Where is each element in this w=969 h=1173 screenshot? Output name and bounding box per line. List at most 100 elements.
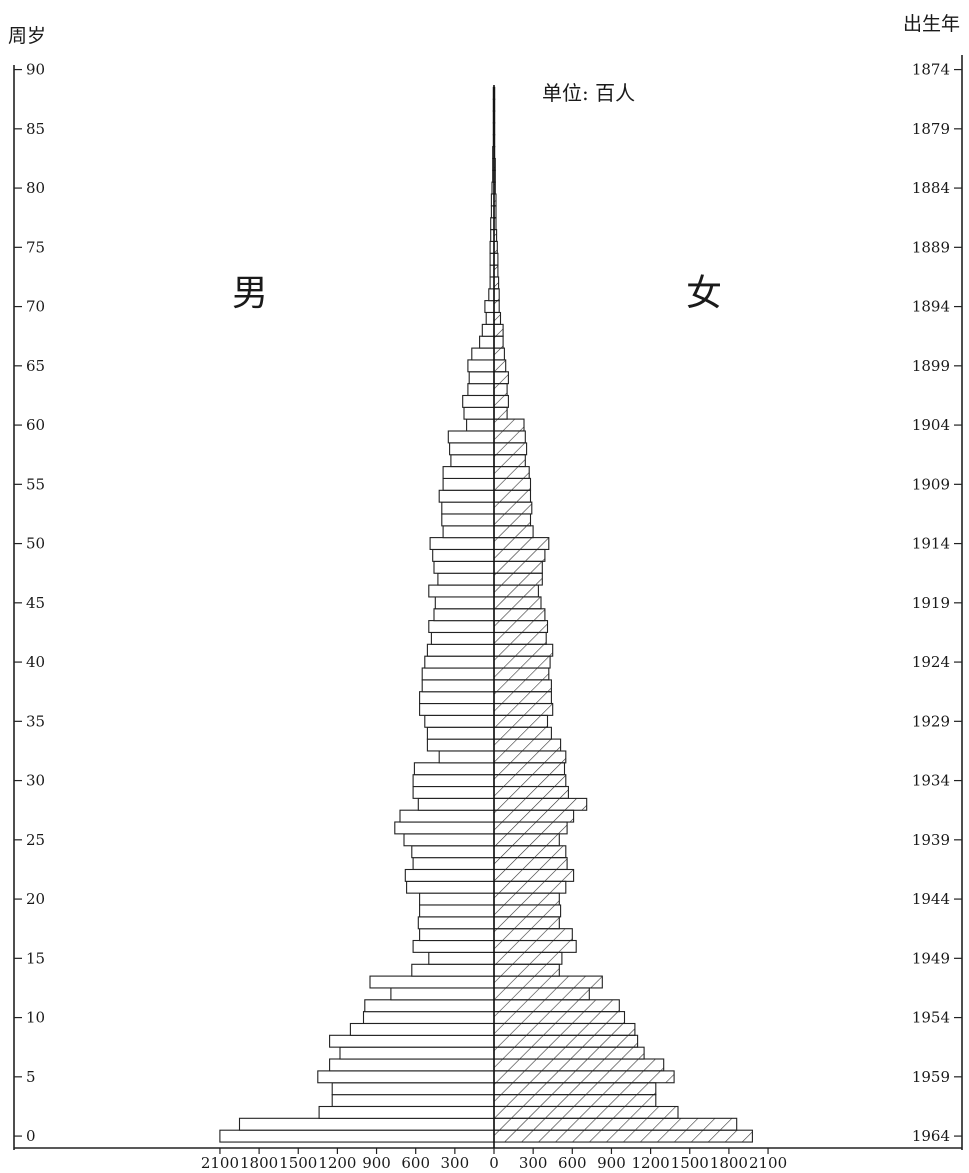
x-tick-label: 1800 xyxy=(710,1154,748,1172)
bar-male-age-64 xyxy=(468,371,495,385)
bar-male-age-44 xyxy=(433,608,495,622)
bar-male-age-52 xyxy=(441,513,495,527)
year-tick-label: 1874 xyxy=(912,61,950,79)
age-tick-label: 90 xyxy=(26,61,45,79)
year-tick-label: 1889 xyxy=(912,238,950,256)
bar-female-age-23 xyxy=(493,857,568,870)
age-tick-label: 30 xyxy=(26,772,45,790)
bar-male-age-43 xyxy=(428,620,495,633)
bar-female-age-7 xyxy=(493,1046,645,1060)
x-tick-label: 600 xyxy=(558,1154,587,1172)
bar-female-age-40 xyxy=(493,655,551,669)
bar-female-age-67 xyxy=(493,335,504,349)
bar-male-age-37 xyxy=(419,691,495,705)
age-tick-label: 60 xyxy=(26,416,45,434)
bar-female-age-31 xyxy=(493,762,566,776)
bar-female-age-28 xyxy=(493,797,588,811)
year-tick-label: 1934 xyxy=(912,772,950,790)
bar-male-age-42 xyxy=(430,631,495,645)
bar-male-age-59 xyxy=(447,430,495,444)
year-tick-label: 1944 xyxy=(912,890,950,908)
age-tick-label: 55 xyxy=(26,475,45,493)
x-tick-label: 600 xyxy=(401,1154,430,1172)
bar-female-age-56 xyxy=(493,466,530,480)
bar-male-age-61 xyxy=(463,406,495,420)
bar-male-age-11 xyxy=(364,999,495,1013)
bar-female-age-8 xyxy=(493,1034,639,1048)
age-tick-label: 50 xyxy=(26,535,45,553)
bar-male-age-10 xyxy=(362,1011,495,1024)
age-tick-label: 70 xyxy=(26,298,45,316)
x-tick-label: 300 xyxy=(441,1154,470,1172)
bar-male-age-47 xyxy=(437,572,495,586)
bar-female-age-19 xyxy=(493,904,562,918)
bar-female-age-14 xyxy=(493,963,560,977)
age-tick-label: 0 xyxy=(26,1127,36,1145)
bar-male-age-46 xyxy=(428,584,495,598)
age-tick-label: 75 xyxy=(26,238,45,256)
year-tick-label: 1879 xyxy=(912,120,950,138)
x-tick-label: 2100 xyxy=(201,1154,239,1172)
age-tick-label: 45 xyxy=(26,594,45,612)
year-tick-label: 1914 xyxy=(912,535,950,553)
left-axis-title: 周岁 xyxy=(8,25,46,47)
bar-female-age-66 xyxy=(493,347,505,361)
bar-male-age-56 xyxy=(442,466,495,480)
year-tick-label: 1924 xyxy=(912,653,950,671)
x-tick-label: 1500 xyxy=(279,1154,317,1172)
bar-female-age-43 xyxy=(493,620,549,633)
bar-female-age-61 xyxy=(493,406,508,420)
bar-female-age-44 xyxy=(493,608,546,622)
bar-female-age-4 xyxy=(493,1082,657,1096)
bar-male-age-16 xyxy=(412,939,495,953)
bar-female-age-47 xyxy=(493,572,543,586)
bar-female-age-27 xyxy=(493,809,575,823)
bar-male-age-13 xyxy=(369,975,495,989)
bar-male-age-31 xyxy=(413,762,495,776)
bar-female-age-59 xyxy=(493,430,526,444)
bar-male-age-3 xyxy=(331,1094,495,1107)
year-tick-label: 1899 xyxy=(912,357,950,375)
age-tick-label: 10 xyxy=(26,1009,45,1027)
bar-male-age-33 xyxy=(426,738,495,752)
bar-female-age-20 xyxy=(493,892,560,906)
male-label: 男 xyxy=(232,273,268,314)
bar-male-age-8 xyxy=(329,1034,495,1048)
bar-male-age-63 xyxy=(467,383,495,397)
bar-female-age-41 xyxy=(493,643,554,657)
bar-male-age-25 xyxy=(403,833,495,847)
bar-female-age-11 xyxy=(493,999,620,1013)
bar-male-age-53 xyxy=(441,501,495,515)
bar-female-age-50 xyxy=(493,537,550,550)
age-tick-label: 15 xyxy=(26,949,45,967)
bar-male-age-48 xyxy=(433,560,495,574)
bar-male-age-65 xyxy=(467,359,495,373)
bar-male-age-69 xyxy=(485,311,495,325)
bar-male-age-41 xyxy=(426,643,495,657)
bar-male-age-26 xyxy=(394,821,495,835)
bar-female-age-39 xyxy=(493,667,550,681)
bar-female-age-3 xyxy=(493,1094,657,1107)
age-tick-label: 20 xyxy=(26,890,45,908)
bar-male-age-70 xyxy=(484,300,495,314)
bar-male-age-19 xyxy=(419,904,495,918)
bar-female-age-46 xyxy=(493,584,539,598)
year-tick-label: 1964 xyxy=(912,1127,950,1145)
bar-female-age-54 xyxy=(493,489,532,503)
x-tick-label: 1500 xyxy=(671,1154,709,1172)
bar-female-age-57 xyxy=(493,454,526,468)
bar-female-age-48 xyxy=(493,560,543,574)
bar-male-age-7 xyxy=(339,1046,495,1060)
right-axis-title: 出生年 xyxy=(903,13,960,35)
bar-female-age-5 xyxy=(493,1070,675,1084)
bar-male-age-14 xyxy=(411,963,495,977)
bar-female-age-55 xyxy=(493,477,532,491)
bar-female-age-13 xyxy=(493,975,603,989)
x-tick-label: 0 xyxy=(489,1154,499,1172)
year-tick-label: 1949 xyxy=(912,949,950,967)
bar-male-age-49 xyxy=(432,548,495,562)
year-tick-label: 1884 xyxy=(912,179,950,197)
bar-female-age-18 xyxy=(493,916,560,930)
bar-female-age-69 xyxy=(493,311,502,325)
year-tick-label: 1909 xyxy=(912,475,950,493)
